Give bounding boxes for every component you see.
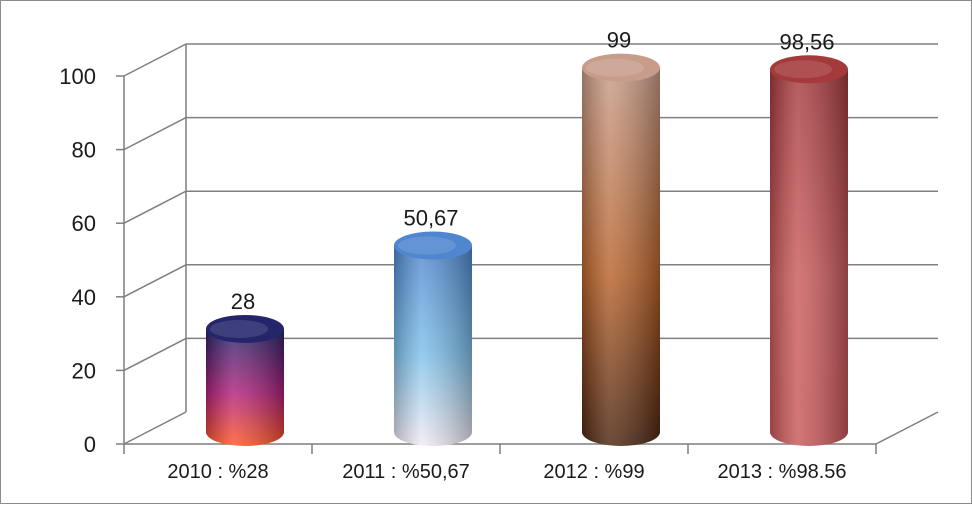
y-tick-label: 60 bbox=[72, 211, 96, 236]
y-tick-label: 100 bbox=[59, 64, 96, 89]
bar bbox=[582, 53, 660, 447]
bar bbox=[394, 231, 472, 446]
bars bbox=[206, 53, 848, 447]
y-tick-label: 20 bbox=[72, 358, 96, 383]
x-tick-label: 2013 : %98.56 bbox=[718, 461, 847, 483]
bar-top bbox=[206, 314, 284, 343]
floor-edge bbox=[875, 411, 939, 445]
bar-top bbox=[582, 53, 660, 82]
gridline-diagonal bbox=[123, 43, 187, 77]
gridline-diagonal bbox=[123, 337, 187, 372]
data-label: 98,56 bbox=[779, 29, 834, 54]
data-label: 50,67 bbox=[403, 206, 458, 231]
gridline-diagonal bbox=[123, 264, 187, 298]
gridline-diagonal bbox=[123, 411, 187, 445]
bar bbox=[770, 55, 848, 447]
labels: 0 20 40 60 80 100 28 2010 : %28 50,67 2011 : %50,… bbox=[59, 28, 846, 483]
data-label: 28 bbox=[231, 289, 255, 314]
bar-top bbox=[394, 231, 472, 260]
y-tick-label: 80 bbox=[72, 138, 96, 163]
data-label: 99 bbox=[607, 28, 631, 53]
y-tick-label: 0 bbox=[84, 432, 96, 457]
bar bbox=[206, 314, 284, 446]
bar-top bbox=[770, 55, 848, 84]
x-tick-label: 2012 : %99 bbox=[543, 461, 644, 483]
axes bbox=[116, 75, 939, 454]
x-tick-label: 2010 : %28 bbox=[167, 461, 268, 483]
gridline-diagonal bbox=[123, 116, 187, 151]
y-tick-label: 40 bbox=[72, 285, 96, 310]
gridline-diagonal bbox=[123, 190, 187, 224]
x-tick-label: 2011 : %50,67 bbox=[342, 461, 470, 483]
